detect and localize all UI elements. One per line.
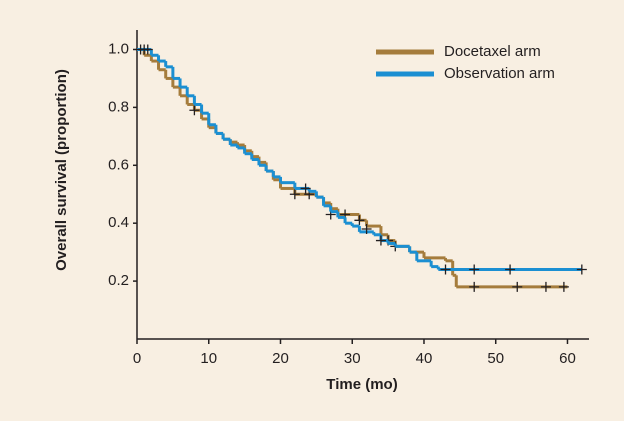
x-tick-label: 40 — [416, 350, 433, 367]
censor-mark — [440, 264, 451, 275]
censor-mark — [505, 264, 516, 275]
censor-mark — [142, 44, 153, 55]
x-tick-label: 10 — [200, 350, 217, 367]
censor-mark — [512, 281, 523, 292]
censor-mark — [469, 264, 480, 275]
y-tick-label: 0.2 — [108, 272, 129, 289]
x-tick-label: 20 — [272, 350, 289, 367]
censor-mark — [361, 223, 372, 234]
censor-mark — [576, 264, 587, 275]
x-tick-label: 60 — [559, 350, 576, 367]
censor-mark — [540, 281, 551, 292]
x-tick-label: 30 — [344, 350, 361, 367]
x-axis-label: Time (mo) — [326, 376, 397, 393]
y-tick-label: 0.4 — [108, 214, 129, 231]
censor-mark — [289, 189, 300, 200]
censor-mark — [558, 281, 569, 292]
x-tick-label: 50 — [487, 350, 504, 367]
x-tick-label: 0 — [133, 350, 141, 367]
censor-mark — [189, 105, 200, 116]
y-tick-label: 0.6 — [108, 156, 129, 173]
censor-mark — [469, 281, 480, 292]
censor-mark — [354, 215, 365, 226]
y-axis-label: Overall survival (proportion) — [53, 69, 70, 271]
legend-label: Docetaxel arm — [444, 43, 541, 60]
censor-mark — [375, 235, 386, 246]
y-tick-label: 0.8 — [108, 98, 129, 115]
y-tick-label: 1.0 — [108, 40, 129, 57]
legend-label: Observation arm — [444, 65, 555, 82]
censor-mark — [300, 183, 311, 194]
